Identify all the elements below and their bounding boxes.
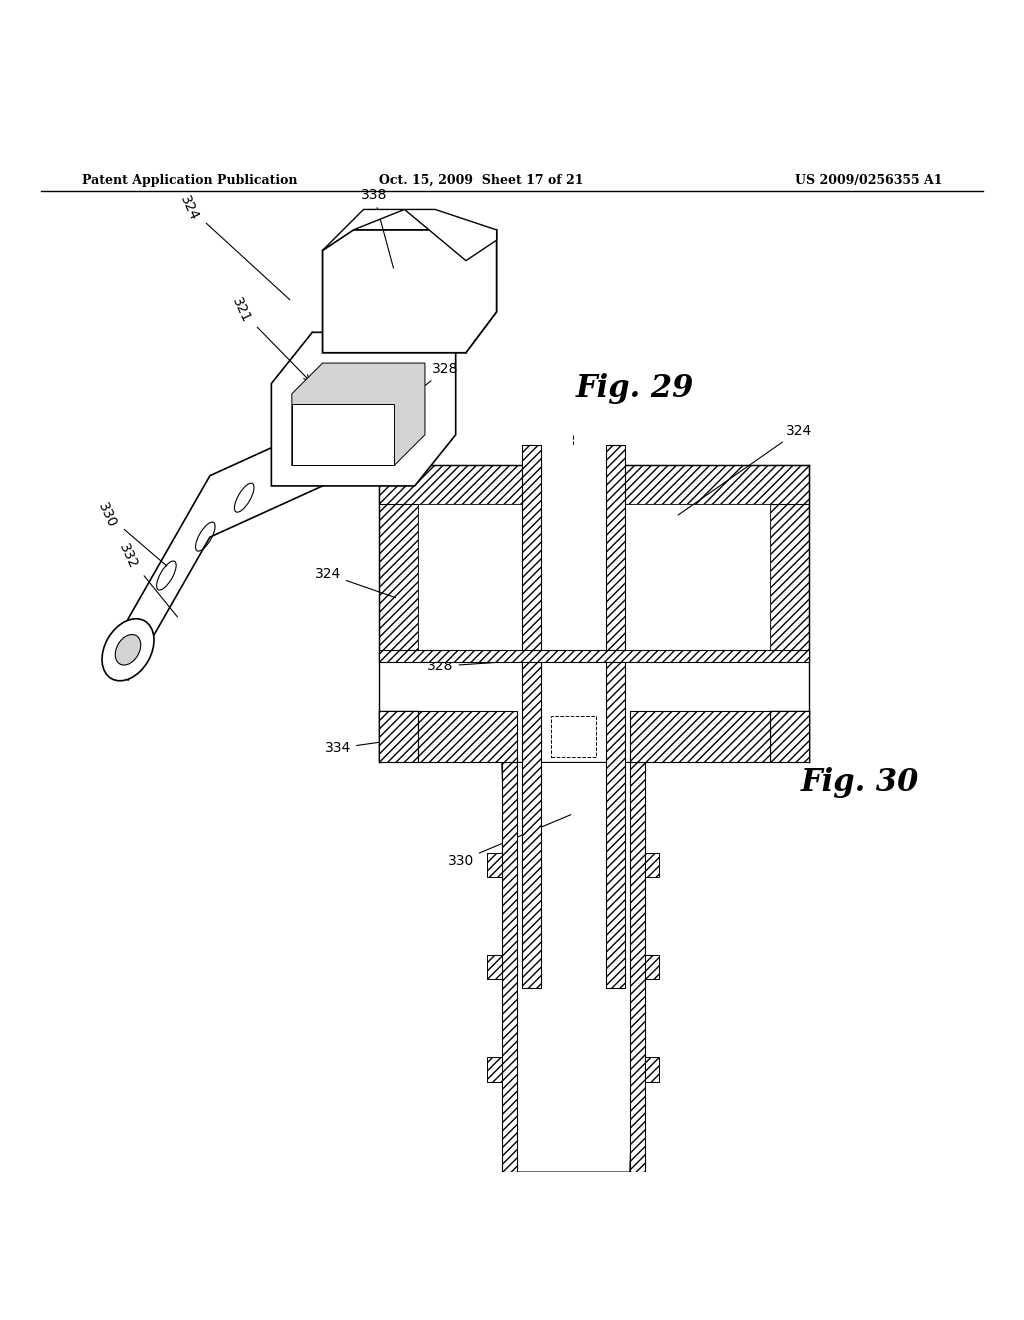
FancyBboxPatch shape bbox=[379, 649, 809, 663]
Bar bbox=[292, 404, 394, 466]
Text: 328: 328 bbox=[366, 362, 459, 433]
Text: 324: 324 bbox=[314, 568, 395, 598]
FancyBboxPatch shape bbox=[645, 954, 659, 979]
Polygon shape bbox=[292, 363, 425, 466]
Text: 334: 334 bbox=[325, 737, 415, 755]
Ellipse shape bbox=[102, 619, 154, 681]
Bar bbox=[551, 717, 596, 758]
FancyBboxPatch shape bbox=[522, 445, 541, 987]
Text: 328: 328 bbox=[427, 659, 528, 673]
Bar bbox=[541, 445, 606, 987]
FancyBboxPatch shape bbox=[606, 445, 625, 987]
FancyBboxPatch shape bbox=[379, 466, 418, 660]
Polygon shape bbox=[404, 210, 497, 260]
FancyBboxPatch shape bbox=[645, 1057, 659, 1082]
Text: Fig. 30: Fig. 30 bbox=[801, 767, 920, 799]
FancyBboxPatch shape bbox=[418, 711, 517, 763]
Text: Patent Application Publication: Patent Application Publication bbox=[82, 174, 297, 187]
Text: 321: 321 bbox=[228, 296, 309, 380]
Text: 330: 330 bbox=[95, 500, 167, 566]
Text: 324: 324 bbox=[678, 424, 812, 515]
FancyBboxPatch shape bbox=[379, 711, 418, 763]
FancyBboxPatch shape bbox=[645, 853, 659, 876]
Polygon shape bbox=[128, 425, 323, 681]
Polygon shape bbox=[502, 763, 645, 1172]
Bar bbox=[418, 504, 770, 660]
FancyBboxPatch shape bbox=[630, 763, 645, 1172]
Text: 330: 330 bbox=[447, 814, 570, 867]
Polygon shape bbox=[323, 210, 404, 251]
FancyBboxPatch shape bbox=[630, 711, 770, 763]
Text: Oct. 15, 2009  Sheet 17 of 21: Oct. 15, 2009 Sheet 17 of 21 bbox=[379, 174, 584, 187]
Ellipse shape bbox=[116, 635, 140, 665]
FancyBboxPatch shape bbox=[487, 954, 502, 979]
Text: Fig. 29: Fig. 29 bbox=[575, 374, 694, 404]
Text: 338: 338 bbox=[360, 189, 393, 268]
Text: US 2009/0256355 A1: US 2009/0256355 A1 bbox=[795, 174, 942, 187]
FancyBboxPatch shape bbox=[502, 763, 517, 1172]
FancyBboxPatch shape bbox=[770, 466, 809, 660]
FancyBboxPatch shape bbox=[487, 853, 502, 876]
FancyBboxPatch shape bbox=[379, 466, 809, 504]
FancyBboxPatch shape bbox=[770, 711, 809, 763]
FancyBboxPatch shape bbox=[487, 1057, 502, 1082]
Text: 332: 332 bbox=[116, 541, 177, 616]
Polygon shape bbox=[323, 230, 497, 352]
Polygon shape bbox=[271, 333, 456, 486]
Text: 324: 324 bbox=[177, 193, 290, 300]
